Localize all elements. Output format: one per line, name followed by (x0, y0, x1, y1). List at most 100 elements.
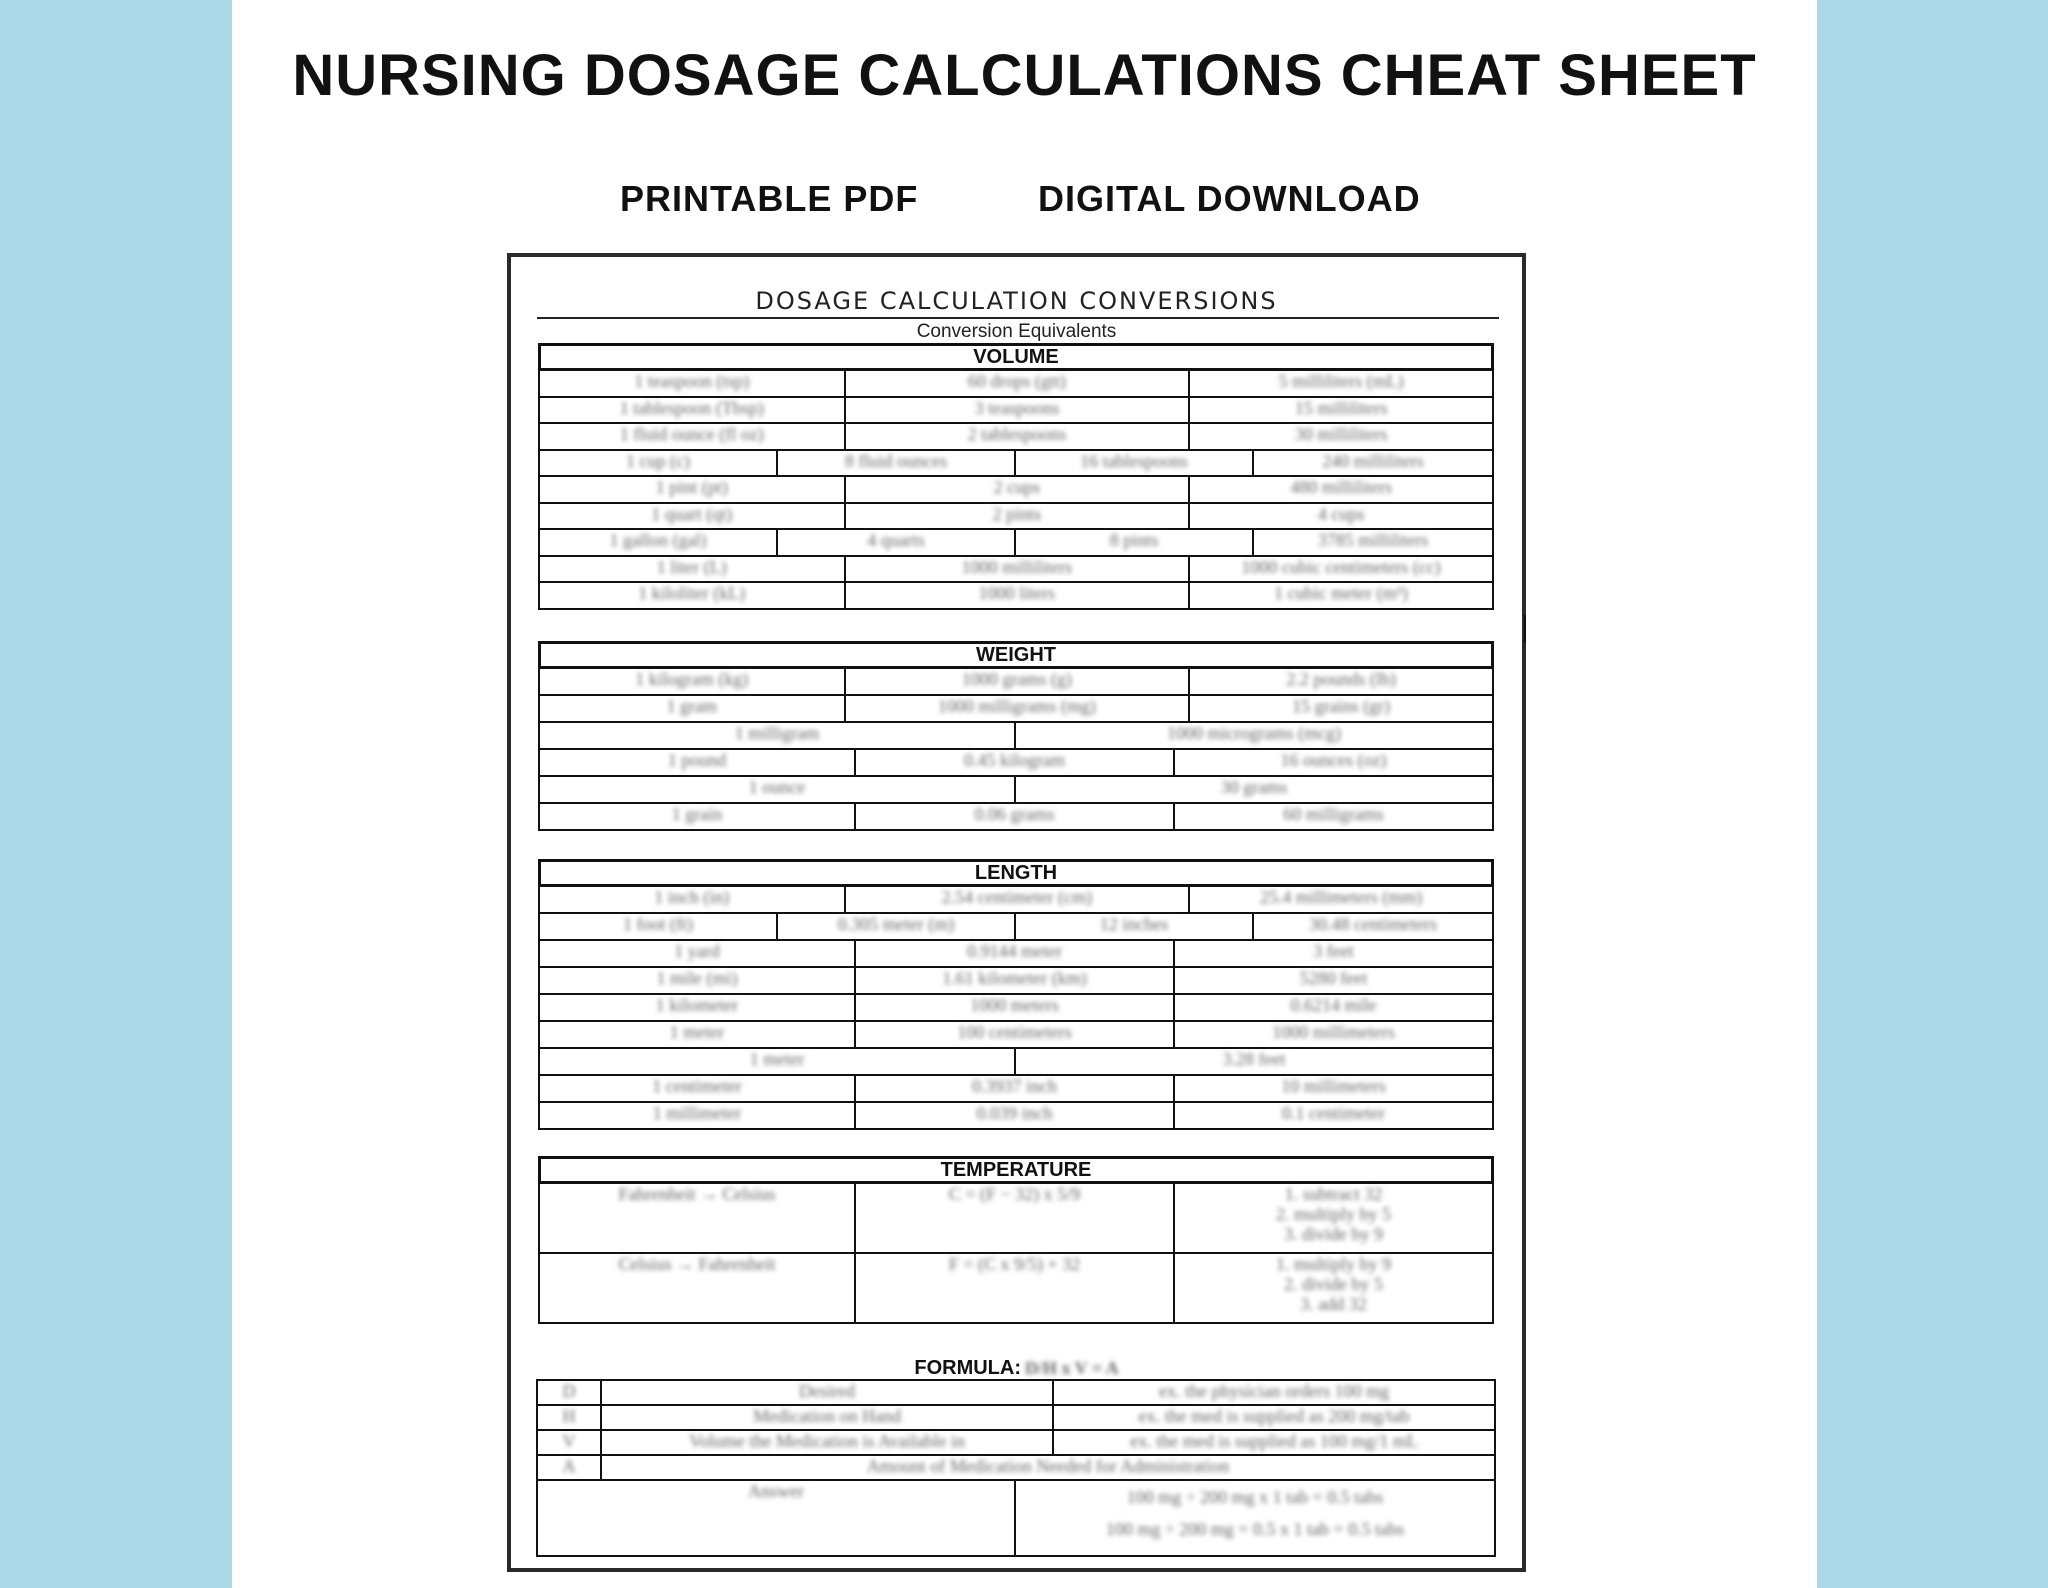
table-cell: 1 pound (540, 750, 857, 775)
formula-row: V Volume the Medication is Available in ex… (536, 1431, 1496, 1456)
table-cell: 12 inches (1016, 914, 1254, 939)
table-cell: 1 milligram (540, 723, 1016, 748)
formula-cell: ex. the physician orders 100 mg (1054, 1381, 1494, 1404)
table-cell: 1 teaspoon (tsp) (540, 371, 846, 396)
formula-cell: D (538, 1381, 603, 1404)
table-row: 1 mile (mi) 1.61 kilometer (km) 5280 feet (538, 968, 1494, 995)
table-cell: 0.45 kilogram (856, 750, 1175, 775)
table-cell: 30 grams (1016, 777, 1492, 802)
cell-text: F = (C x 9/5) + 32 (948, 1254, 1081, 1274)
cell-text: 1 cubic meter (m³) (1274, 583, 1408, 603)
table-row: Celsius → Fahrenheit F = (C x 9/5) + 32 1.… (538, 1254, 1494, 1324)
cell-text: 1000 milliliters (961, 556, 1073, 577)
cell-text: 1 kiloliter (kL) (638, 583, 746, 603)
cell-text: 0.6214 mile (1290, 995, 1377, 1015)
table-row: 1 liter (L) 1000 milliliters 1000 cubic ce… (538, 556, 1494, 583)
cell-text: 1 gallon (gal) (609, 530, 707, 550)
table-cell: 0.039 inch (856, 1103, 1175, 1128)
cell-text: 30.48 centimeters (1309, 914, 1437, 934)
table-cell: 1000 milligrams (mg) (846, 696, 1191, 721)
table-cell: 1 grain (540, 804, 857, 829)
table-cell: 2 pints (846, 503, 1191, 528)
section-weight: WEIGHT 1 kilogram (kg) 1000 grams (g) 2.2 p… (538, 641, 1494, 831)
table-cell: 16 ounces (oz) (1175, 750, 1492, 775)
cell-text: 1 kilogram (kg) (635, 669, 749, 689)
table-cell: 2 tablespoons (846, 424, 1191, 449)
table-cell: 1 quart (qt) (540, 503, 846, 528)
table-cell: 1 ounce (540, 777, 1016, 802)
cell-text: 480 milliliters (1290, 477, 1392, 497)
cell-text: ex. the med is supplied as 100 mg/1 mL (1130, 1431, 1418, 1451)
formula-cell: H (538, 1406, 603, 1429)
table-cell: 3785 milliliters (1254, 530, 1492, 555)
cell-text: Celsius → Fahrenheit (618, 1254, 776, 1274)
cell-text: 1 teaspoon (tsp) (634, 371, 750, 391)
table-cell: 2 cups (846, 477, 1191, 502)
cell-text: 0.9144 meter (967, 941, 1062, 961)
cell-text: 1 cup (c) (626, 450, 690, 471)
table-cell: 4 quarts (778, 530, 1016, 555)
table-cell: 1.61 kilometer (km) (856, 968, 1175, 993)
cell-text: 1 ounce (748, 777, 806, 797)
section-connector (1524, 615, 1526, 643)
table-cell: C = (F − 32) x 5/9 (856, 1184, 1175, 1252)
table-cell: 1000 cubic centimeters (cc) (1190, 557, 1492, 582)
table-cell: 0.9144 meter (856, 941, 1175, 966)
cell-text: 1000 cubic centimeters (cc) (1241, 556, 1441, 577)
answer-label-cell: Answer (538, 1481, 1016, 1555)
table-row: 1 inch (in) 2.54 centimeter (cm) 25.4 mill… (538, 887, 1494, 914)
cell-text: 1 pint (pt) (655, 477, 728, 497)
table-row: 1 tablespoon (Tbsp) 3 teaspoons 15 millili… (538, 397, 1494, 424)
table-cell: 480 milliliters (1190, 477, 1492, 502)
table-cell: 15 grains (gr) (1190, 696, 1492, 721)
cell-text: C = (F − 32) x 5/9 (948, 1184, 1081, 1204)
table-row: 1 gallon (gal) 4 quarts 8 pints 3785 millil… (538, 530, 1494, 557)
table-row: 1 pound 0.45 kilogram 16 ounces (oz) (538, 750, 1494, 777)
formula-equation: D/H x V = A (1025, 1358, 1119, 1378)
cell-text: 1 meter (749, 1049, 805, 1069)
table-cell: 1000 milliliters (846, 556, 1191, 581)
document-subtitle: Conversion Equivalents (916, 321, 1117, 342)
table-cell: 1 foot (ft) (540, 914, 778, 939)
cell-text: 3 teaspoons (974, 397, 1060, 418)
table-row: 1 milligram 1000 micrograms (mcg) (538, 723, 1494, 750)
cell-text: 1 centimeter (652, 1076, 742, 1096)
table-cell: 0.06 grams (856, 804, 1175, 829)
cell-text: 0.3937 inch (972, 1076, 1058, 1096)
table-cell: 1 tablespoon (Tbsp) (540, 397, 846, 422)
cell-text: 1 grain (671, 804, 723, 824)
table-cell: 1000 micrograms (mcg) (1016, 723, 1492, 748)
cell-text: 1 kilometer (655, 995, 739, 1015)
page-title: NURSING DOSAGE CALCULATIONS CHEAT SHEET (292, 43, 1757, 108)
table-cell: 1 liter (L) (540, 556, 846, 581)
cell-text: Amount of Medication Needed for Administ… (866, 1456, 1230, 1476)
cell-text: 1 liter (L) (656, 556, 727, 577)
cell-text: 0.305 meter (m) (837, 914, 955, 934)
table-cell: 1 centimeter (540, 1076, 857, 1101)
table-cell: 16 tablespoons (1016, 450, 1254, 475)
cell-text: V (562, 1431, 576, 1451)
cell-text: 1.61 kilometer (km) (942, 968, 1087, 988)
table-row: 1 millimeter 0.039 inch 0.1 centimeter (538, 1103, 1494, 1130)
cell-text: 15 grains (gr) (1292, 696, 1391, 716)
cell-text: 1. multiply by 9 2. divide by 5 3. add 3… (1275, 1254, 1391, 1314)
table-cell: 8 fluid ounces (778, 450, 1016, 475)
formula-cell: ex. the med is supplied as 200 mg/tab (1054, 1406, 1494, 1429)
table-cell: 0.1 centimeter (1175, 1103, 1492, 1128)
table-row: 1 yard 0.9144 meter 3 feet (538, 941, 1494, 968)
table-cell: 1 gallon (gal) (540, 530, 778, 555)
table-row: 1 kilometer 1000 meters 0.6214 mile (538, 995, 1494, 1022)
cell-text: 0.039 inch (976, 1103, 1053, 1123)
cell-text: 1 yard (674, 941, 720, 961)
cell-text: ex. the med is supplied as 200 mg/tab (1138, 1406, 1410, 1426)
cell-text: 1 quart (qt) (651, 503, 733, 524)
table-cell: 1 pint (pt) (540, 477, 846, 502)
table-cell: 240 milliliters (1254, 451, 1492, 476)
formula-heading: FORMULA: D/H x V = A (511, 1357, 1522, 1380)
cell-text: 1000 liters (978, 583, 1056, 603)
cell-text: 1 inch (in) (654, 887, 730, 907)
table-row: 1 cup (c) 8 fluid ounces 16 tablespoons 240… (538, 450, 1494, 477)
table-cell: 4 cups (1190, 504, 1492, 529)
cell-text: Volume the Medication is Available in (689, 1431, 966, 1451)
table-cell: 1. multiply by 9 2. divide by 5 3. add 3… (1175, 1254, 1492, 1322)
